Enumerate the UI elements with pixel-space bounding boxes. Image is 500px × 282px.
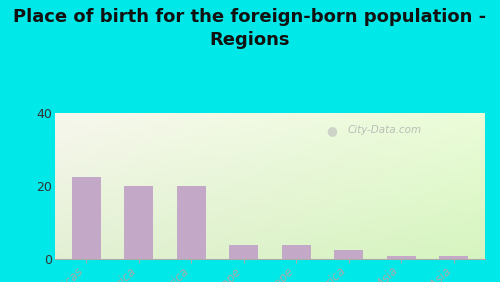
- Bar: [124, 186, 154, 259]
- Bar: [439, 256, 468, 259]
- Bar: [177, 186, 206, 259]
- Text: ●: ●: [326, 124, 337, 137]
- Bar: [72, 177, 101, 259]
- Text: City-Data.com: City-Data.com: [348, 125, 422, 135]
- Bar: [282, 245, 310, 259]
- Bar: [334, 250, 363, 259]
- Bar: [386, 256, 416, 259]
- Bar: [230, 245, 258, 259]
- Text: Place of birth for the foreign-born population -
Regions: Place of birth for the foreign-born popu…: [14, 8, 486, 49]
